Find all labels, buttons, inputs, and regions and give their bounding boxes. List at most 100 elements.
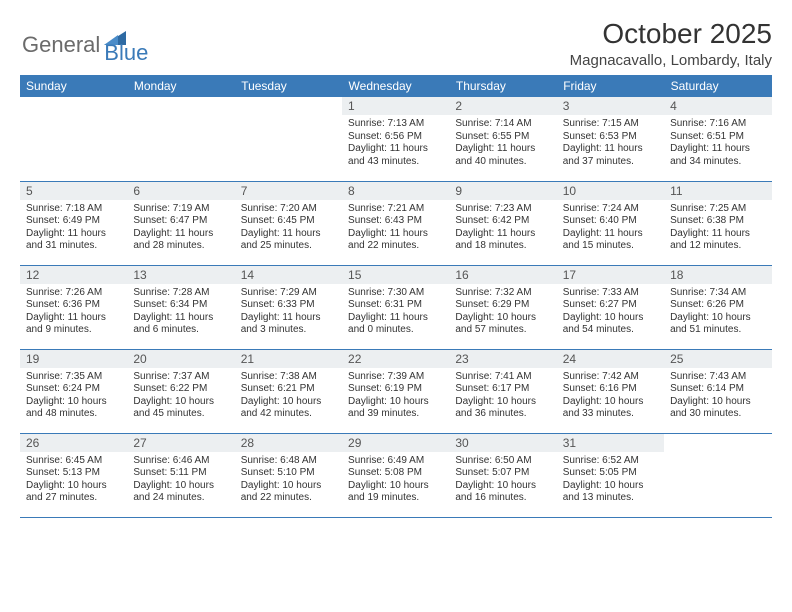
day-number: 16: [449, 266, 556, 284]
sunrise-line: Sunrise: 7:38 AM: [241, 371, 336, 384]
sunset-line: Sunset: 6:19 PM: [348, 383, 443, 396]
sunset-line: Sunset: 6:16 PM: [563, 383, 658, 396]
daylight-line: Daylight: 11 hours and 0 minutes.: [348, 312, 443, 337]
sunset-line: Sunset: 6:31 PM: [348, 299, 443, 312]
sunrise-line: Sunrise: 6:48 AM: [241, 455, 336, 468]
daylight-line: Daylight: 10 hours and 57 minutes.: [455, 312, 550, 337]
sunset-line: Sunset: 6:26 PM: [670, 299, 765, 312]
calendar-cell: [127, 97, 234, 181]
calendar-cell: 24Sunrise: 7:42 AMSunset: 6:16 PMDayligh…: [557, 349, 664, 433]
day-number: 8: [342, 182, 449, 200]
calendar-cell: 7Sunrise: 7:20 AMSunset: 6:45 PMDaylight…: [235, 181, 342, 265]
day-body: Sunrise: 7:35 AMSunset: 6:24 PMDaylight:…: [20, 368, 127, 425]
day-number: 25: [664, 350, 771, 368]
calendar-cell: 9Sunrise: 7:23 AMSunset: 6:42 PMDaylight…: [449, 181, 556, 265]
day-number: 4: [664, 97, 771, 115]
day-body: Sunrise: 7:41 AMSunset: 6:17 PMDaylight:…: [449, 368, 556, 425]
sunrise-line: Sunrise: 7:29 AM: [241, 287, 336, 300]
daylight-line: Daylight: 11 hours and 15 minutes.: [563, 228, 658, 253]
calendar-cell: 20Sunrise: 7:37 AMSunset: 6:22 PMDayligh…: [127, 349, 234, 433]
day-number: 31: [557, 434, 664, 452]
day-body: Sunrise: 7:37 AMSunset: 6:22 PMDaylight:…: [127, 368, 234, 425]
daylight-line: Daylight: 11 hours and 31 minutes.: [26, 228, 121, 253]
calendar-cell: 21Sunrise: 7:38 AMSunset: 6:21 PMDayligh…: [235, 349, 342, 433]
calendar-cell: 22Sunrise: 7:39 AMSunset: 6:19 PMDayligh…: [342, 349, 449, 433]
daylight-line: Daylight: 10 hours and 48 minutes.: [26, 396, 121, 421]
day-number: 26: [20, 434, 127, 452]
calendar-cell: 26Sunrise: 6:45 AMSunset: 5:13 PMDayligh…: [20, 433, 127, 517]
day-number: 30: [449, 434, 556, 452]
sunrise-line: Sunrise: 7:18 AM: [26, 203, 121, 216]
day-body: Sunrise: 6:50 AMSunset: 5:07 PMDaylight:…: [449, 452, 556, 509]
day-body: Sunrise: 7:20 AMSunset: 6:45 PMDaylight:…: [235, 200, 342, 257]
day-number: 20: [127, 350, 234, 368]
calendar-cell: 31Sunrise: 6:52 AMSunset: 5:05 PMDayligh…: [557, 433, 664, 517]
sunrise-line: Sunrise: 7:20 AM: [241, 203, 336, 216]
weekday-header: Tuesday: [235, 75, 342, 97]
logo-word1: General: [22, 34, 100, 56]
daylight-line: Daylight: 10 hours and 51 minutes.: [670, 312, 765, 337]
day-body: Sunrise: 6:45 AMSunset: 5:13 PMDaylight:…: [20, 452, 127, 509]
calendar-cell: 10Sunrise: 7:24 AMSunset: 6:40 PMDayligh…: [557, 181, 664, 265]
day-body: Sunrise: 7:34 AMSunset: 6:26 PMDaylight:…: [664, 284, 771, 341]
daylight-line: Daylight: 11 hours and 3 minutes.: [241, 312, 336, 337]
calendar-cell: 2Sunrise: 7:14 AMSunset: 6:55 PMDaylight…: [449, 97, 556, 181]
daylight-line: Daylight: 10 hours and 16 minutes.: [455, 480, 550, 505]
day-number: 1: [342, 97, 449, 115]
daylight-line: Daylight: 11 hours and 37 minutes.: [563, 143, 658, 168]
daylight-line: Daylight: 11 hours and 34 minutes.: [670, 143, 765, 168]
sunrise-line: Sunrise: 7:21 AM: [348, 203, 443, 216]
day-number: 19: [20, 350, 127, 368]
sunset-line: Sunset: 6:17 PM: [455, 383, 550, 396]
day-body: Sunrise: 7:21 AMSunset: 6:43 PMDaylight:…: [342, 200, 449, 257]
day-body: Sunrise: 7:32 AMSunset: 6:29 PMDaylight:…: [449, 284, 556, 341]
sunrise-line: Sunrise: 7:41 AM: [455, 371, 550, 384]
daylight-line: Daylight: 10 hours and 22 minutes.: [241, 480, 336, 505]
sunset-line: Sunset: 6:27 PM: [563, 299, 658, 312]
daylight-line: Daylight: 11 hours and 9 minutes.: [26, 312, 121, 337]
calendar-cell: 18Sunrise: 7:34 AMSunset: 6:26 PMDayligh…: [664, 265, 771, 349]
sunrise-line: Sunrise: 7:35 AM: [26, 371, 121, 384]
weekday-header: Monday: [127, 75, 234, 97]
sunrise-line: Sunrise: 7:39 AM: [348, 371, 443, 384]
calendar-cell: 19Sunrise: 7:35 AMSunset: 6:24 PMDayligh…: [20, 349, 127, 433]
daylight-line: Daylight: 11 hours and 12 minutes.: [670, 228, 765, 253]
weekday-header: Sunday: [20, 75, 127, 97]
daylight-line: Daylight: 10 hours and 39 minutes.: [348, 396, 443, 421]
sunset-line: Sunset: 6:42 PM: [455, 215, 550, 228]
calendar-cell: 29Sunrise: 6:49 AMSunset: 5:08 PMDayligh…: [342, 433, 449, 517]
header: General Blue October 2025 Magnacavallo, …: [20, 18, 772, 69]
sunrise-line: Sunrise: 7:37 AM: [133, 371, 228, 384]
calendar-cell: 14Sunrise: 7:29 AMSunset: 6:33 PMDayligh…: [235, 265, 342, 349]
day-number: 13: [127, 266, 234, 284]
calendar-body: 1 Sunrise: 7:13 AMSunset: 6:56 PM Daylight…: [20, 97, 772, 517]
day-number: 18: [664, 266, 771, 284]
day-number: 3: [557, 97, 664, 115]
sunset-line: Sunset: 6:51 PM: [670, 131, 765, 144]
logo: General Blue: [20, 18, 148, 65]
day-number: 21: [235, 350, 342, 368]
sunrise-line: Sunrise: 7:43 AM: [670, 371, 765, 384]
day-number: 7: [235, 182, 342, 200]
sunrise-line: Sunrise: 7:24 AM: [563, 203, 658, 216]
daylight-line: Daylight: 10 hours and 45 minutes.: [133, 396, 228, 421]
sunrise-line: Sunrise: 7:42 AM: [563, 371, 658, 384]
calendar-cell: 17Sunrise: 7:33 AMSunset: 6:27 PMDayligh…: [557, 265, 664, 349]
sunset-line: Sunset: 6:33 PM: [241, 299, 336, 312]
daylight-line: Daylight: 11 hours and 22 minutes.: [348, 228, 443, 253]
daylight-line: Daylight: 11 hours and 6 minutes.: [133, 312, 228, 337]
day-body: Sunrise: 7:26 AMSunset: 6:36 PMDaylight:…: [20, 284, 127, 341]
calendar-cell: [664, 433, 771, 517]
calendar-cell: 30Sunrise: 6:50 AMSunset: 5:07 PMDayligh…: [449, 433, 556, 517]
weekday-header: Wednesday: [342, 75, 449, 97]
sunset-line: Sunset: 6:49 PM: [26, 215, 121, 228]
sunset-line: Sunset: 5:08 PM: [348, 467, 443, 480]
sunset-line: Sunset: 6:56 PM: [348, 131, 443, 144]
calendar-cell: 15Sunrise: 7:30 AMSunset: 6:31 PMDayligh…: [342, 265, 449, 349]
daylight-line: Daylight: 10 hours and 42 minutes.: [241, 396, 336, 421]
calendar-cell: [235, 97, 342, 181]
month-title: October 2025: [570, 18, 772, 50]
weekday-header: Thursday: [449, 75, 556, 97]
daylight-line: Daylight: 11 hours and 40 minutes.: [455, 143, 550, 168]
sunrise-line: Sunrise: 7:13 AM: [348, 118, 443, 131]
